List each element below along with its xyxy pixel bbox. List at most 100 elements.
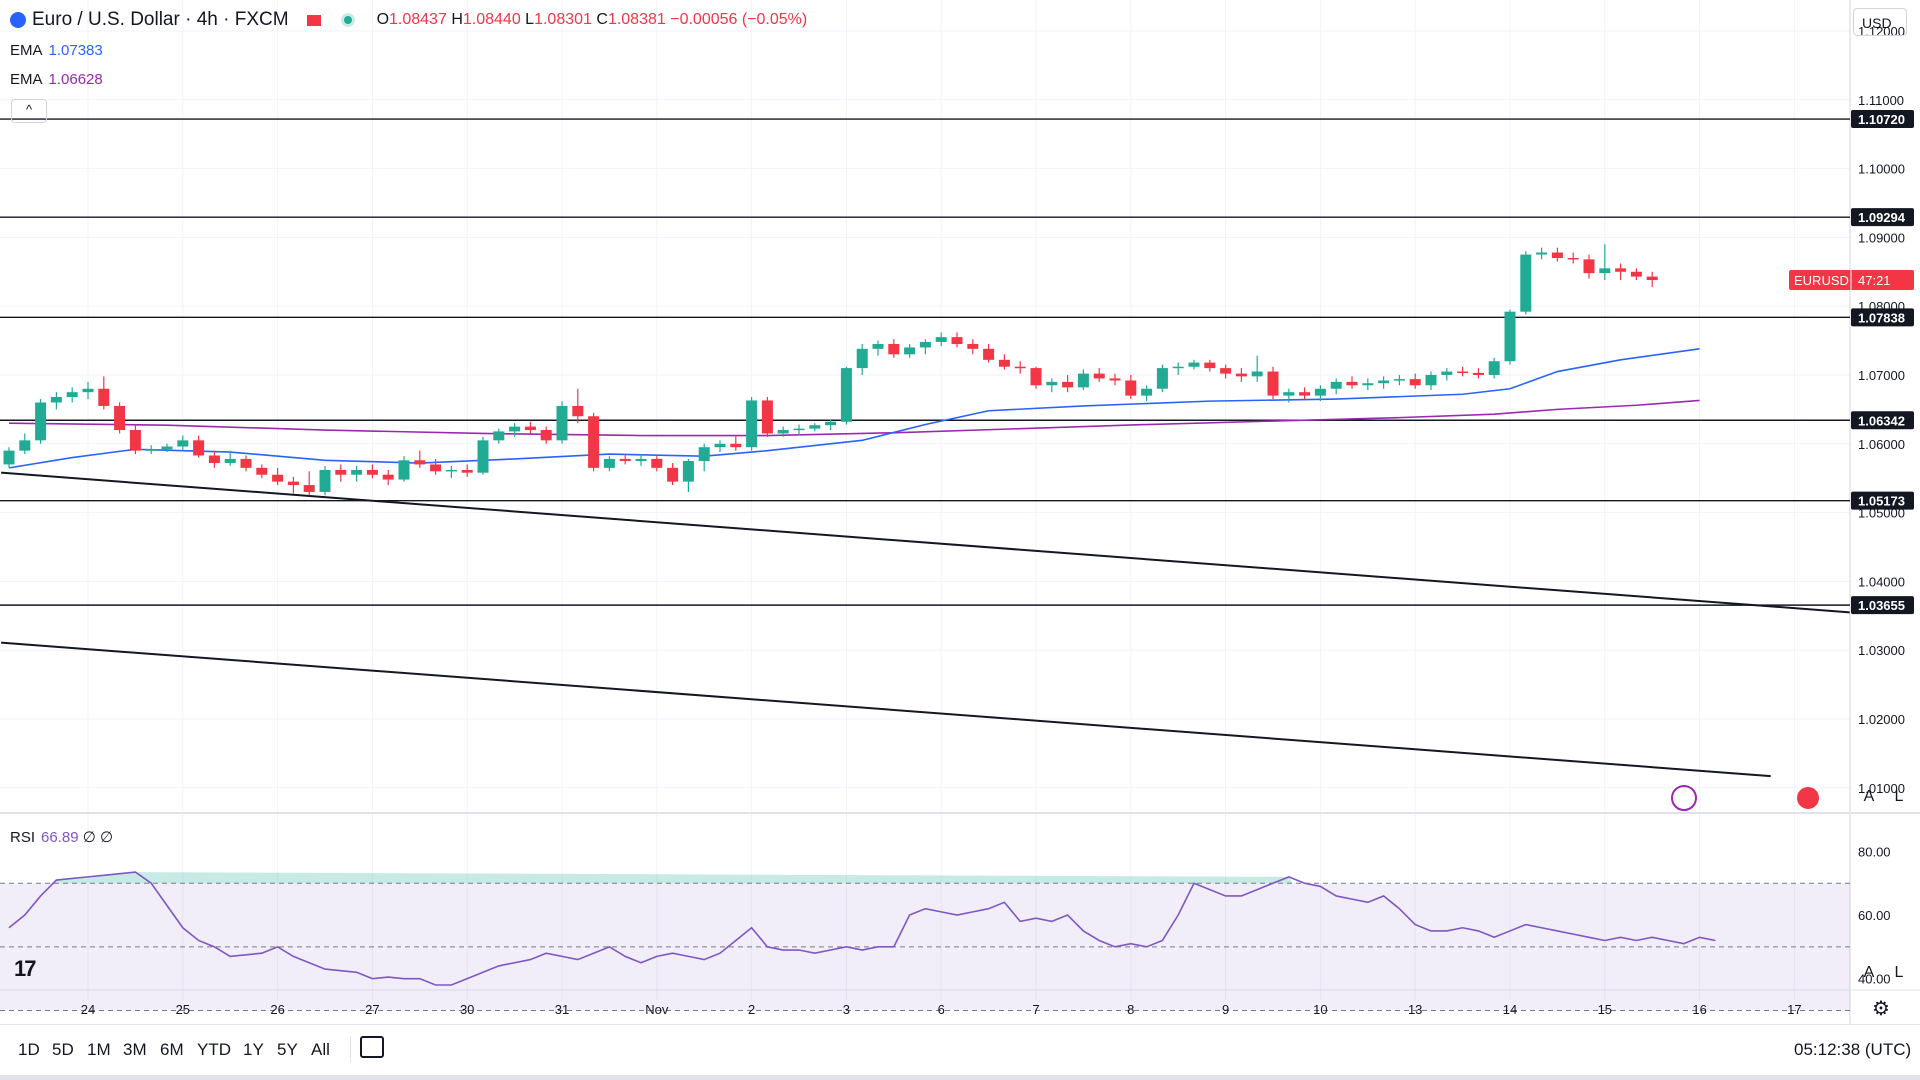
utc-clock[interactable]: 05:12:38 (UTC) [1794,1040,1912,1059]
price-tick-label: 1.04000 [1858,574,1905,589]
trend-line [1,641,1771,778]
range-5d[interactable]: 5D [52,1040,74,1059]
candle-body [398,460,410,480]
auto-scale-button[interactable]: A [1863,788,1875,805]
price-tick-label: 1.09000 [1858,230,1905,245]
candle-body [1488,361,1500,375]
time-tick-label: 27 [365,1002,379,1017]
candle-body [825,421,837,426]
log-scale-button[interactable]: L [1894,788,1904,805]
candle-body [50,396,62,403]
rsi-legend[interactable]: RSI 66.89 ∅ ∅ [10,829,114,846]
price-tick-label: 1.07000 [1858,368,1905,383]
candle-body [967,344,979,349]
candle-body [1235,373,1247,377]
change-value: −0.00056 (−0.05%) [670,11,808,28]
candle-body [82,388,94,393]
candle-body [840,368,852,422]
candle-body [445,469,457,472]
symbol-title[interactable]: Euro / U.S. Dollar · 4h · FXCM [32,9,289,30]
candle-body [366,469,378,475]
level-label: 1.07838 [1858,310,1905,325]
range-all[interactable]: All [311,1040,330,1059]
range-1y[interactable]: 1Y [243,1040,264,1059]
price-tick-label: 1.11000 [1858,93,1904,108]
ema-slow-legend[interactable]: EMA 1.06628 [10,71,103,88]
candle-body [1283,392,1295,396]
time-tick-label: 14 [1503,1002,1517,1017]
candle-body [698,447,710,461]
candle-body [524,426,536,431]
candle-body [588,416,600,468]
range-3m[interactable]: 3M [123,1040,147,1059]
candle-body [240,458,252,468]
candle-body [1346,381,1358,386]
rsi-auto-scale-button[interactable]: A [1863,964,1875,981]
level-label-bg [1851,491,1914,510]
candle-body [114,405,126,431]
collapse-legend-button[interactable]: ^ [11,99,47,123]
calendar-icon[interactable] [360,1036,384,1058]
range-1m[interactable]: 1M [87,1040,111,1059]
time-tick-label: 24 [81,1002,95,1017]
ema-fast-legend[interactable]: EMA 1.07383 [10,42,103,59]
time-tick-label: 17 [1787,1002,1801,1017]
candle-body [287,481,299,486]
level-label: 1.10720 [1858,112,1905,127]
candle-body [1583,259,1595,274]
trend-lines [1,471,1850,778]
lightning-event-icon [1671,785,1697,811]
current-symbol-label: EURUSD [1794,273,1849,288]
time-tick-label: Nov [645,1002,669,1017]
candle-body [224,458,236,464]
currency-dropdown[interactable]: USD [1853,8,1907,36]
candles [3,244,1658,496]
candle-body [1125,380,1137,396]
ema-slow-line [8,399,1700,437]
candle-body [3,450,15,465]
candle-body [177,440,189,447]
rsi-tick-label: 40.00 [1858,972,1891,987]
candle-body [208,455,220,464]
candle-body [1030,368,1042,386]
candle-body [1156,368,1168,389]
range-ytd[interactable]: YTD [197,1040,231,1059]
candle-body [66,392,78,397]
candle-body [161,446,173,450]
gear-icon[interactable]: ⚙ [1872,998,1890,1020]
range-1d[interactable]: 1D [18,1040,40,1059]
candle-body [1630,271,1642,277]
candle-body [1299,392,1311,396]
candle-body [1567,258,1579,260]
candle-body [1188,362,1200,367]
trend-line [1,471,1850,614]
level-label-bg [1851,208,1914,227]
candle-body [746,400,758,448]
time-tick-label: 9 [1222,1002,1229,1017]
candle-body [430,464,442,472]
candle-body [35,402,47,441]
symbol-logo-icon [10,12,26,28]
range-6m[interactable]: 6M [160,1040,184,1059]
candle-body [1046,381,1058,386]
candle-body [1536,252,1548,255]
countdown-label: 47:21 [1858,273,1891,288]
candle-body [477,440,489,473]
rsi-log-scale-button[interactable]: L [1894,964,1904,981]
candle-body [1251,371,1263,377]
time-tick-label: 15 [1598,1002,1612,1017]
time-tick-label: 25 [176,1002,190,1017]
time-tick-label: 31 [555,1002,569,1017]
time-tick-label: 8 [1127,1002,1134,1017]
candle-body [335,469,347,475]
candle-body [1062,381,1074,388]
rsi-overbought-fill [52,872,1293,884]
market-status-icon[interactable] [340,13,355,27]
candle-body [761,400,773,434]
range-5y[interactable]: 5Y [277,1040,298,1059]
time-tick-label: 26 [270,1002,284,1017]
candle-body [493,431,505,441]
candle-body [1520,254,1532,312]
candle-body [777,430,789,434]
